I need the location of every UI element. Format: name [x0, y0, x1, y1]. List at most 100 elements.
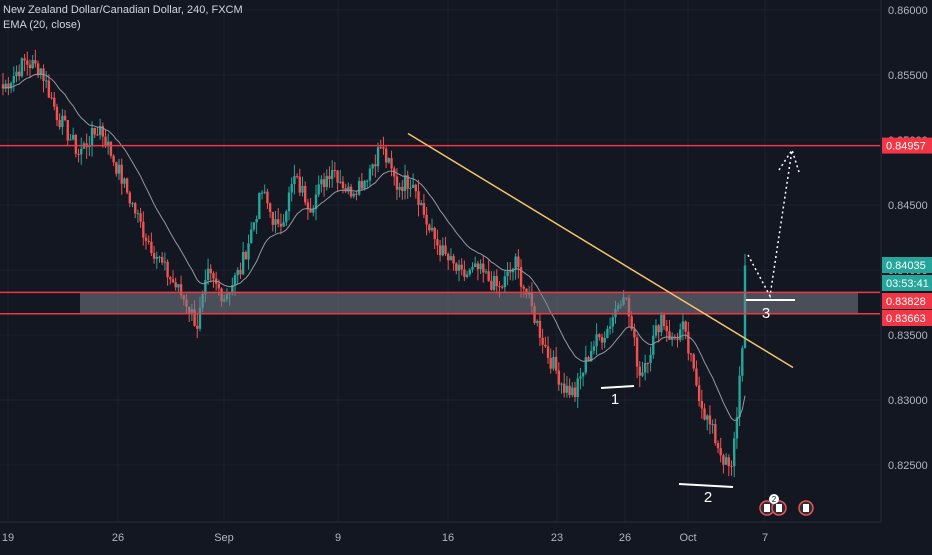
candle[interactable]	[733, 431, 736, 478]
candle[interactable]	[312, 205, 315, 217]
candle[interactable]	[322, 172, 326, 197]
candle[interactable]	[360, 173, 364, 191]
candle[interactable]	[61, 108, 64, 135]
candle[interactable]	[339, 170, 342, 184]
candle[interactable]	[662, 312, 666, 330]
candle[interactable]	[573, 381, 577, 402]
candle[interactable]	[428, 223, 431, 233]
candle[interactable]	[4, 79, 7, 93]
candle[interactable]	[96, 127, 99, 136]
candle[interactable]	[660, 312, 663, 337]
candle[interactable]	[131, 201, 134, 208]
candle[interactable]	[63, 110, 67, 122]
candle[interactable]	[479, 259, 482, 274]
ema-indicator-label[interactable]: EMA (20, close)	[3, 19, 81, 31]
candle[interactable]	[608, 317, 612, 335]
candle[interactable]	[592, 340, 596, 355]
candle[interactable]	[490, 271, 493, 291]
candle[interactable]	[330, 160, 334, 188]
candle[interactable]	[452, 253, 455, 271]
candle[interactable]	[28, 59, 32, 79]
candle[interactable]	[487, 259, 490, 282]
candle[interactable]	[465, 270, 469, 279]
candle[interactable]	[722, 453, 725, 474]
candle[interactable]	[266, 188, 269, 209]
candle[interactable]	[579, 367, 582, 390]
candle[interactable]	[590, 341, 593, 362]
candle[interactable]	[107, 133, 110, 155]
candle[interactable]	[101, 122, 105, 148]
candle[interactable]	[668, 320, 671, 340]
candle[interactable]	[482, 255, 485, 283]
candle[interactable]	[684, 320, 687, 340]
candle[interactable]	[568, 378, 571, 399]
candle[interactable]	[298, 168, 301, 197]
candle[interactable]	[603, 331, 606, 349]
candle[interactable]	[169, 276, 172, 285]
candle[interactable]	[384, 145, 388, 169]
candle[interactable]	[15, 65, 18, 83]
candle[interactable]	[263, 184, 266, 195]
candle[interactable]	[1, 73, 5, 96]
trendline[interactable]	[407, 132, 794, 369]
candle[interactable]	[393, 166, 396, 186]
candle[interactable]	[139, 207, 142, 228]
candle[interactable]	[409, 179, 412, 198]
candle[interactable]	[411, 173, 415, 188]
candle[interactable]	[441, 237, 445, 257]
candle[interactable]	[444, 236, 447, 256]
candle[interactable]	[598, 333, 601, 341]
candle[interactable]	[665, 320, 668, 342]
candle[interactable]	[546, 336, 550, 364]
candle[interactable]	[560, 382, 563, 394]
candle[interactable]	[374, 154, 377, 178]
candle[interactable]	[541, 328, 544, 354]
candle[interactable]	[66, 120, 69, 147]
candle[interactable]	[77, 148, 80, 163]
candle[interactable]	[611, 314, 614, 333]
candle[interactable]	[69, 134, 72, 141]
candle[interactable]	[503, 270, 507, 292]
candle[interactable]	[247, 234, 250, 270]
candle[interactable]	[600, 333, 604, 350]
candle[interactable]	[160, 252, 164, 266]
candle[interactable]	[417, 179, 420, 217]
candle[interactable]	[328, 166, 331, 188]
candle[interactable]	[241, 242, 245, 276]
candle[interactable]	[166, 259, 169, 286]
candle[interactable]	[142, 211, 145, 246]
candle[interactable]	[703, 403, 706, 421]
candle[interactable]	[20, 57, 24, 78]
candle[interactable]	[438, 239, 442, 262]
candle[interactable]	[447, 252, 450, 270]
candle[interactable]	[58, 113, 61, 130]
candle[interactable]	[71, 127, 75, 141]
candle[interactable]	[309, 197, 312, 213]
candle[interactable]	[196, 314, 199, 339]
candle[interactable]	[36, 60, 40, 78]
candle[interactable]	[317, 175, 320, 198]
candle[interactable]	[633, 323, 636, 346]
candle[interactable]	[325, 169, 328, 191]
candle[interactable]	[463, 260, 466, 282]
candle[interactable]	[34, 49, 37, 68]
candle[interactable]	[333, 161, 337, 178]
candle[interactable]	[657, 324, 660, 343]
candle[interactable]	[314, 184, 318, 221]
candle[interactable]	[174, 277, 177, 291]
candle[interactable]	[17, 64, 21, 81]
candle[interactable]	[595, 323, 598, 356]
candle[interactable]	[268, 202, 272, 218]
candle[interactable]	[422, 193, 426, 219]
candle[interactable]	[500, 284, 504, 290]
candle[interactable]	[271, 211, 275, 232]
candle[interactable]	[471, 262, 474, 273]
candle[interactable]	[708, 405, 712, 435]
candle[interactable]	[53, 92, 56, 111]
candle[interactable]	[303, 181, 307, 206]
candle[interactable]	[571, 382, 574, 398]
symbol-title[interactable]: New Zealand Dollar/Canadian Dollar, 240,…	[3, 4, 243, 16]
candle[interactable]	[236, 267, 239, 284]
